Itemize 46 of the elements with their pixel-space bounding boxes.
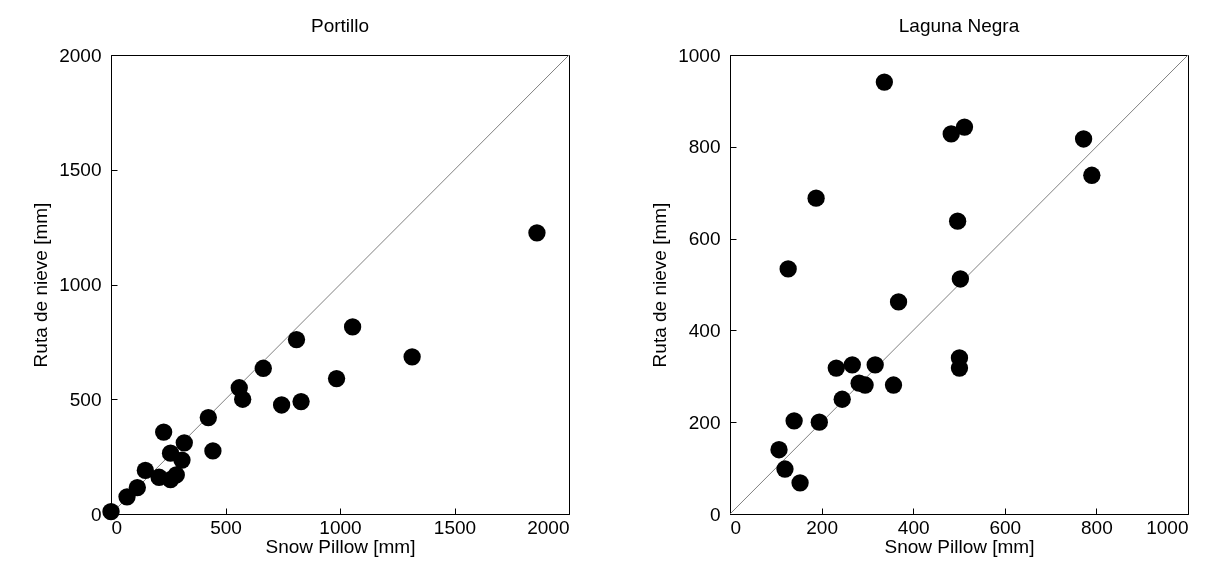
y-tick-label: 1000 [59,274,102,295]
x-tick-label: 200 [806,516,838,538]
x-tick-label: 1500 [433,516,477,538]
point [942,125,960,143]
y-tick-label: 1500 [59,159,102,181]
x-axis-title: Snow Pillow [mm] [265,535,416,557]
y-tick-label: 800 [688,136,721,158]
point [843,356,861,374]
point [770,441,788,459]
point [776,460,794,478]
point [785,412,803,430]
point [1074,130,1093,148]
point [955,118,974,136]
x-tick-label: 0 [730,516,742,538]
point [827,359,845,377]
chart-title: Laguna Negra [898,15,1020,36]
point [948,212,967,230]
point [951,270,970,288]
x-tick-label: 600 [989,516,1022,538]
point [779,260,797,278]
x-tick-label: 0 [111,516,123,538]
y-tick-label: 200 [688,411,721,433]
point [1083,166,1101,184]
point [875,73,894,91]
y-tick-label: 400 [688,319,721,341]
x-tick-label: 2000 [527,516,570,538]
point [889,293,908,311]
x-tick-label: 1000 [1146,516,1189,538]
y-tick-label: 2000 [59,44,102,66]
x-tick-label: 1000 [319,516,362,538]
y-axis-title: Ruta de nieve [mm] [30,202,52,368]
y-tick-label: 1000 [678,44,721,66]
x-tick-label: 500 [210,516,242,538]
y-tick-label: 500 [69,388,102,410]
point [884,376,903,394]
x-tick-label: 800 [1081,516,1113,538]
y-axis-title: Ruta de nieve [mm] [649,202,671,368]
y-tick-label: 600 [688,228,721,250]
x-axis-title: Snow Pillow [mm] [884,535,1035,557]
chart-title: Portillo [310,15,370,36]
point [791,474,809,492]
point [807,189,825,207]
point [810,413,828,431]
point [833,390,851,408]
x-tick-label: 400 [897,516,930,538]
point [866,356,884,374]
